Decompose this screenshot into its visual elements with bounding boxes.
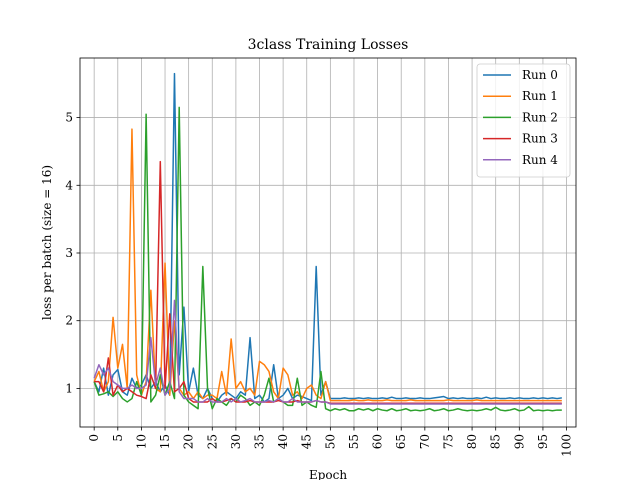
x-tick-label: 20 bbox=[182, 434, 196, 449]
chart-title: 3class Training Losses bbox=[248, 37, 409, 53]
x-tick-label: 70 bbox=[418, 434, 432, 449]
x-tick-label: 100 bbox=[560, 434, 574, 457]
y-tick-label: 5 bbox=[65, 111, 73, 125]
legend-label: Run 2 bbox=[522, 110, 558, 124]
x-tick-label: 25 bbox=[205, 434, 219, 449]
legend-label: Run 1 bbox=[522, 89, 558, 103]
x-axis-label: Epoch bbox=[309, 468, 347, 480]
x-tick-label: 55 bbox=[347, 434, 361, 449]
x-tick-label: 15 bbox=[158, 434, 172, 449]
y-tick-label: 1 bbox=[65, 381, 73, 395]
x-tick-label: 45 bbox=[300, 434, 314, 449]
x-tick-label: 35 bbox=[253, 434, 267, 449]
x-tick-label: 50 bbox=[323, 434, 337, 449]
x-tick-label: 5 bbox=[111, 434, 125, 442]
x-tick-label: 60 bbox=[371, 434, 385, 449]
series-line-run-4 bbox=[93, 299, 562, 405]
legend-label: Run 4 bbox=[522, 153, 558, 167]
y-tick-label: 3 bbox=[65, 246, 73, 260]
y-tick-label: 4 bbox=[65, 178, 73, 192]
x-tick-label: 80 bbox=[465, 434, 479, 449]
x-tick-label: 40 bbox=[276, 434, 290, 449]
legend-label: Run 3 bbox=[522, 132, 558, 146]
x-tick-label: 10 bbox=[134, 434, 148, 449]
x-tick-label: 0 bbox=[87, 434, 101, 442]
series-lines bbox=[93, 72, 562, 412]
x-tick-label: 95 bbox=[536, 434, 550, 449]
x-tick-label: 75 bbox=[441, 434, 455, 449]
legend: Run 0 Run 1 Run 2 Run 3 Run 4 bbox=[476, 63, 571, 178]
plot-frame bbox=[79, 57, 577, 428]
y-axis-label: loss per batch (size = 16) bbox=[40, 165, 54, 320]
series-line-run-2 bbox=[93, 106, 562, 412]
legend-box bbox=[476, 63, 571, 178]
x-tick-label: 30 bbox=[229, 434, 243, 449]
axis-ticks: 0 5 10 15 20 25 30 35 40 45 50 55 60 65 70 75 80 85 90 95 10… bbox=[65, 111, 573, 457]
x-tick-label: 90 bbox=[512, 434, 526, 449]
y-tick-label: 2 bbox=[65, 314, 73, 328]
x-tick-label: 85 bbox=[489, 434, 503, 449]
legend-label: Run 0 bbox=[522, 68, 558, 82]
x-tick-label: 65 bbox=[394, 434, 408, 449]
